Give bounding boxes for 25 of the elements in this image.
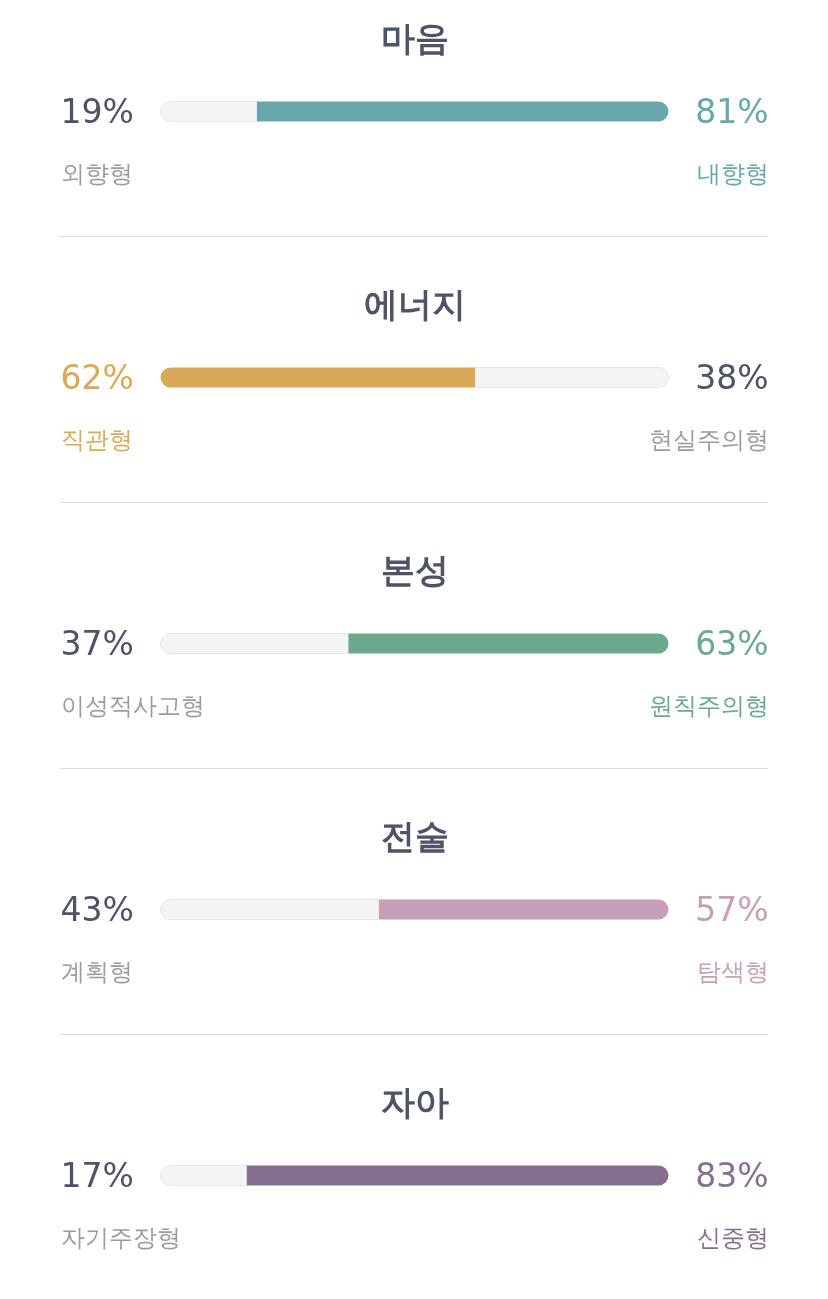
chart-title: 마음 bbox=[380, 17, 449, 58]
chart-title: 전술 bbox=[380, 815, 449, 856]
data-label: 19% bbox=[60, 92, 134, 131]
chart-title: 에너지 bbox=[363, 283, 466, 324]
data-label: 17% bbox=[60, 1156, 134, 1195]
text: 신중형 bbox=[696, 1223, 769, 1252]
series-label: 현실주의형 bbox=[648, 425, 769, 454]
chart-title: 자아 bbox=[380, 1081, 449, 1122]
chart-title: 본성 bbox=[380, 549, 449, 590]
data-label: 81% bbox=[695, 92, 769, 131]
data-label: 38% bbox=[695, 358, 769, 397]
series-label: 원칙주의형 bbox=[648, 691, 769, 720]
text: 외향형 bbox=[60, 159, 133, 188]
text: 내향형 bbox=[696, 159, 769, 188]
series-label: 자기주장형 bbox=[60, 1223, 181, 1252]
text: 계획형 bbox=[60, 957, 133, 986]
text: 탐색형 bbox=[696, 957, 769, 986]
data-label: 57% bbox=[695, 890, 769, 929]
data-label: 37% bbox=[60, 624, 134, 663]
text: 직관형 bbox=[60, 425, 133, 454]
data-label: 63% bbox=[695, 624, 769, 663]
data-label: 83% bbox=[695, 1156, 769, 1195]
data-label: 62% bbox=[60, 358, 134, 397]
data-label: 43% bbox=[60, 890, 134, 929]
series-label: 이성적사고형 bbox=[60, 691, 205, 720]
